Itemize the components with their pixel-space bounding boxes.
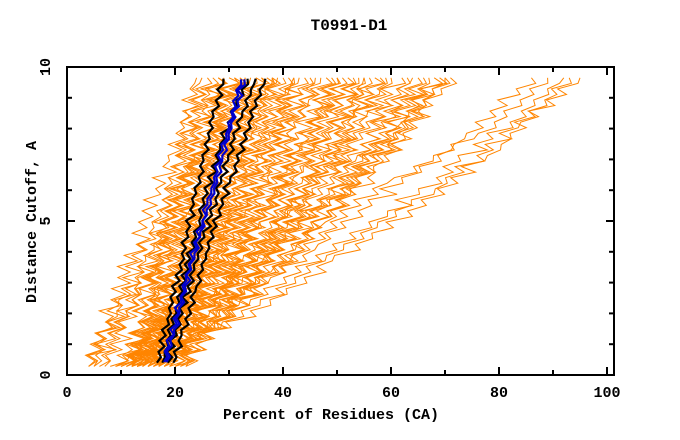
model-curve bbox=[180, 77, 365, 367]
model-curve bbox=[155, 77, 276, 367]
tick-labels: 0 20 40 60 80 100 0 5 10 bbox=[38, 58, 621, 402]
y-axis-label: Distance Cutoff, A bbox=[24, 141, 41, 303]
model-curve bbox=[131, 77, 565, 367]
model-curve bbox=[132, 77, 213, 367]
model-curve bbox=[127, 77, 277, 367]
model-curve bbox=[182, 77, 389, 367]
model-curve bbox=[115, 77, 342, 367]
chart-title: T0991-D1 bbox=[311, 17, 388, 35]
y-tick-label: 5 bbox=[38, 216, 55, 225]
model-curve bbox=[127, 77, 245, 367]
model-curve bbox=[93, 77, 227, 367]
model-curve bbox=[86, 77, 207, 367]
model-curve bbox=[131, 77, 431, 367]
model-curve bbox=[126, 77, 581, 367]
model-curves bbox=[84, 77, 581, 367]
x-axis-label: Percent of Residues (CA) bbox=[223, 407, 439, 424]
y-tick-label: 0 bbox=[38, 370, 55, 379]
model-curve bbox=[120, 77, 537, 367]
models-navy bbox=[163, 79, 247, 363]
axes-frame bbox=[66, 66, 615, 376]
model-curve bbox=[156, 78, 225, 364]
x-tick-label: 20 bbox=[166, 385, 184, 402]
models-other bbox=[84, 77, 581, 367]
model-curve bbox=[104, 77, 271, 367]
x-tick-label: 100 bbox=[593, 385, 620, 402]
model-curve bbox=[99, 77, 240, 367]
model-curve bbox=[126, 77, 451, 367]
x-tick-label: 80 bbox=[490, 385, 508, 402]
x-tick-label: 60 bbox=[382, 385, 400, 402]
x-tick-label: 0 bbox=[62, 385, 71, 402]
model-curve bbox=[172, 78, 267, 364]
model-curve bbox=[137, 77, 573, 367]
model-curve bbox=[126, 77, 200, 367]
model-curve bbox=[84, 77, 247, 367]
x-tick-label: 40 bbox=[274, 385, 292, 402]
model-curve bbox=[115, 77, 549, 367]
model-curve bbox=[142, 77, 407, 367]
model-curve bbox=[153, 77, 322, 367]
model-curve bbox=[165, 79, 247, 363]
model-curve bbox=[86, 77, 273, 367]
model-curve bbox=[164, 78, 257, 364]
y-tick-label: 10 bbox=[38, 58, 55, 76]
